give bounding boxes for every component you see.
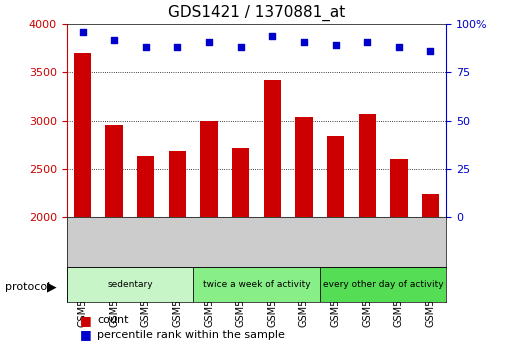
Point [173, 45, 182, 50]
Bar [320, 267, 446, 302]
Bar [169, 151, 186, 345]
Bar [137, 156, 154, 345]
Point [205, 39, 213, 44]
Point [426, 48, 435, 54]
Text: twice a week of activity: twice a week of activity [203, 280, 310, 289]
Bar [232, 148, 249, 345]
Bar [264, 80, 281, 345]
Title: GDS1421 / 1370881_at: GDS1421 / 1370881_at [168, 5, 345, 21]
Bar [295, 117, 312, 345]
Text: protocol: protocol [5, 282, 50, 292]
Text: every other day of activity: every other day of activity [323, 280, 443, 289]
Bar [106, 125, 123, 345]
Point [78, 29, 87, 34]
Text: ■: ■ [80, 314, 91, 327]
Point [142, 45, 150, 50]
Point [110, 37, 118, 42]
Point [363, 39, 371, 44]
Text: sedentary: sedentary [107, 280, 153, 289]
Text: count: count [97, 315, 129, 325]
Bar [193, 267, 320, 302]
Text: percentile rank within the sample: percentile rank within the sample [97, 330, 285, 339]
Point [331, 43, 340, 48]
Bar [327, 136, 344, 345]
Bar [359, 114, 376, 345]
Bar [390, 159, 407, 345]
Bar [67, 267, 193, 302]
Bar [74, 53, 91, 345]
Point [236, 45, 245, 50]
Bar [422, 194, 439, 345]
Bar [201, 121, 218, 345]
Point [394, 45, 403, 50]
Text: ▶: ▶ [47, 280, 57, 294]
Point [268, 33, 277, 39]
Point [300, 39, 308, 44]
Text: ■: ■ [80, 328, 91, 341]
